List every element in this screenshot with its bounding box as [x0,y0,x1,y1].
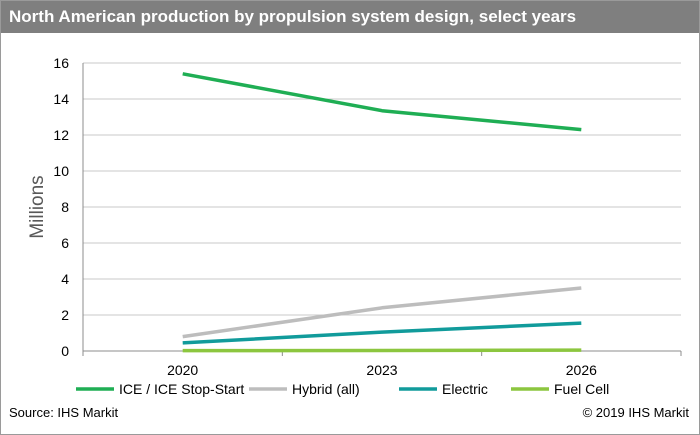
y-tick-label: 16 [53,55,69,71]
legend-item-ice-ice-stop-start: ICE / ICE Stop-Start [76,381,244,397]
legend-item-electric: Electric [399,381,488,397]
series-line-fuel-cell [182,348,582,353]
legend-item-fuel-cell: Fuel Cell [511,381,609,397]
x-tick-label: 2026 [566,362,597,378]
series-line-hybrid-all [182,286,582,339]
gridlines [83,62,681,316]
axes: 0 2 4 6 8 10 12 14 16 2020 2023 2026 Millions [27,55,682,378]
x-tick-label: 2020 [167,362,198,378]
legend-label: Hybrid (all) [292,381,360,397]
copyright-note: © 2019 IHS Markit [582,405,689,420]
legend: ICE / ICE Stop-Start Hybrid (all) Electric… [76,381,609,397]
legend-label: Electric [442,381,488,397]
legend-label: Fuel Cell [554,381,609,397]
y-tick-label: 4 [61,271,69,287]
y-tick-label: 2 [61,307,69,323]
series-line-ice-ice-stop-start [182,72,582,132]
x-tick-label: 2023 [366,362,397,378]
y-tick-label: 8 [61,199,69,215]
legend-label: ICE / ICE Stop-Start [119,381,244,397]
y-tick-label: 10 [53,163,69,179]
y-tick-label: 6 [61,235,69,251]
legend-item-hybrid-all: Hybrid (all) [249,381,360,397]
y-tick-label: 14 [53,91,69,107]
y-axis-title: Millions [27,175,48,238]
y-tick-label: 12 [53,127,69,143]
chart-title: North American production by propulsion … [1,1,699,33]
source-note: Source: IHS Markit [9,405,119,420]
y-tick-label: 0 [61,343,69,359]
series-line-electric [182,321,582,345]
series-lines [182,72,582,353]
